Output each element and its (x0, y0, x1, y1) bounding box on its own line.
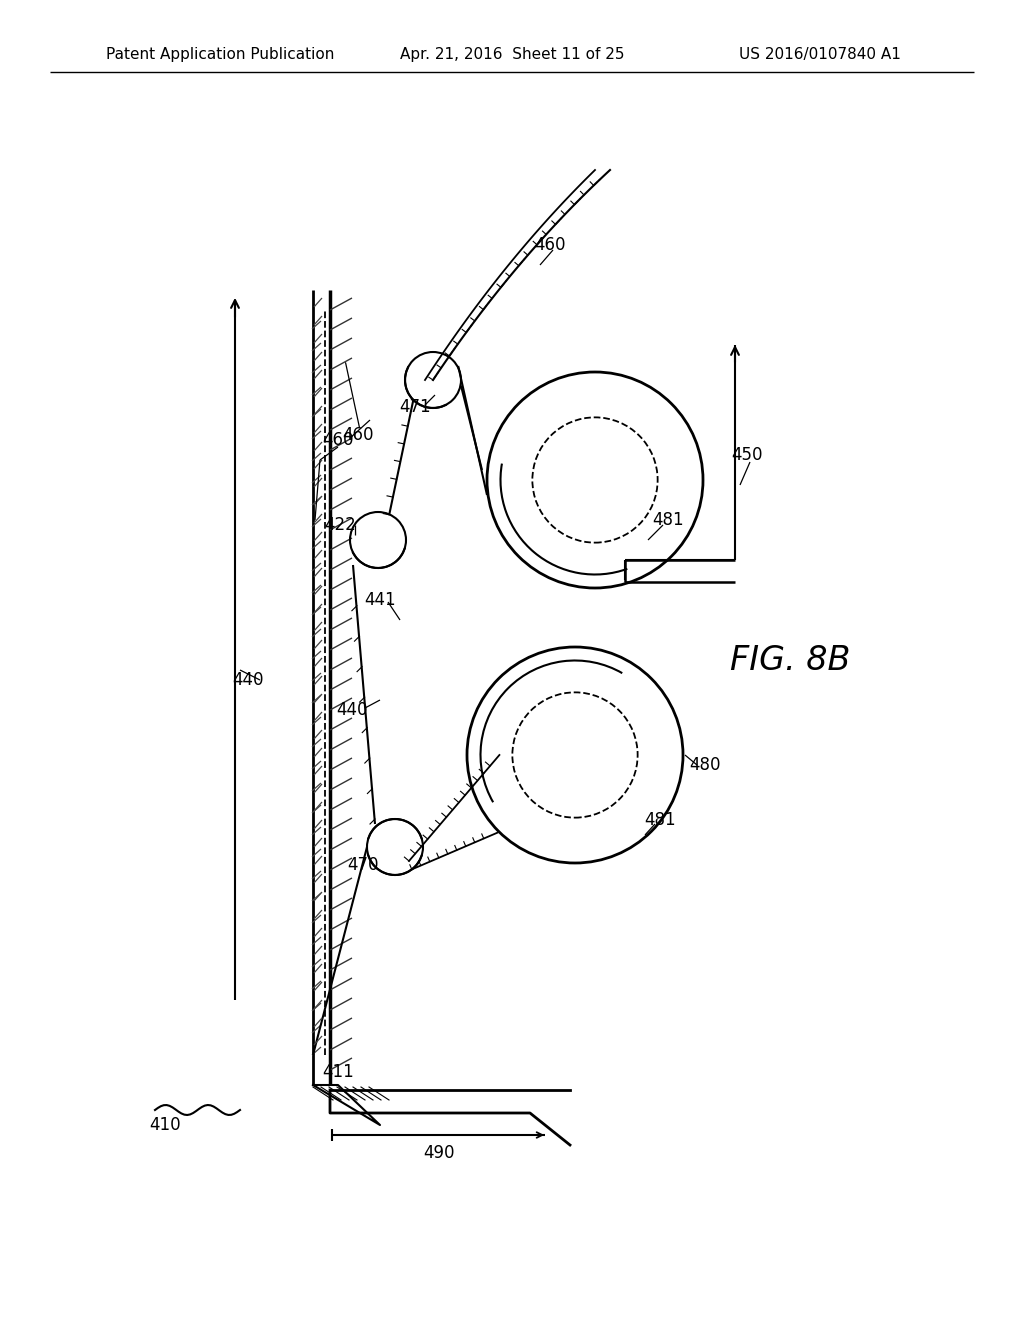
Text: 460: 460 (535, 236, 565, 253)
Text: 480: 480 (689, 756, 721, 774)
Text: 471: 471 (399, 399, 431, 416)
Polygon shape (313, 1085, 380, 1125)
Text: Apr. 21, 2016  Sheet 11 of 25: Apr. 21, 2016 Sheet 11 of 25 (399, 48, 625, 62)
Text: 481: 481 (652, 511, 684, 529)
Text: Patent Application Publication: Patent Application Publication (105, 48, 334, 62)
Text: 460: 460 (323, 432, 353, 449)
Text: 481: 481 (644, 810, 676, 829)
Text: 440: 440 (232, 671, 264, 689)
Text: 441: 441 (365, 591, 396, 609)
Text: 470: 470 (347, 855, 379, 874)
Text: 460: 460 (342, 426, 374, 444)
Text: 450: 450 (731, 446, 763, 465)
Text: 440: 440 (336, 701, 368, 719)
Text: 422: 422 (325, 516, 356, 535)
Text: 490: 490 (423, 1144, 455, 1162)
Text: US 2016/0107840 A1: US 2016/0107840 A1 (739, 48, 901, 62)
Text: 411: 411 (323, 1063, 354, 1081)
Text: FIG. 8B: FIG. 8B (730, 644, 850, 676)
Text: 410: 410 (150, 1115, 181, 1134)
